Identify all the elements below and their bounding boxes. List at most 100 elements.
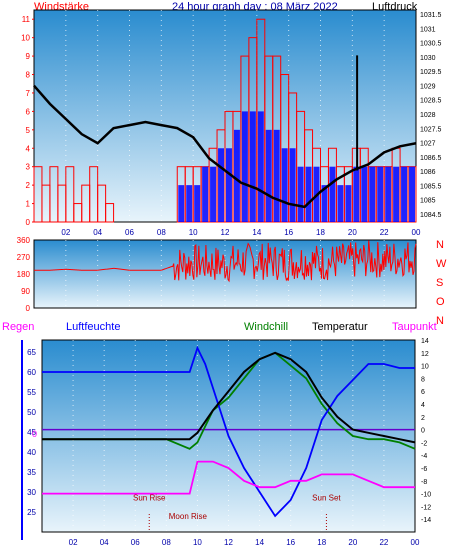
wind-tick-label: 4 — [26, 144, 31, 153]
time-tick-label: 18 — [316, 228, 325, 237]
wind-avg-bar — [273, 129, 280, 222]
wind-tick-label: 5 — [26, 126, 31, 135]
wind-avg-bar — [337, 185, 344, 222]
humidity-tick-label: 45 — [27, 428, 36, 437]
wind-tick-label: 2 — [26, 181, 31, 190]
annotation-label: Moon Rise — [169, 512, 208, 521]
pressure-tick-label: 1085.5 — [420, 183, 442, 190]
temperature-tick-label: 14 — [421, 338, 429, 345]
humidity-tick-label: 30 — [27, 488, 36, 497]
pressure-tick-label: 1084.5 — [420, 212, 442, 219]
legend-luftfeuchte: Luftfeuchte — [66, 321, 120, 333]
compass-label: O — [436, 296, 445, 308]
time-tick-label: 08 — [157, 228, 166, 237]
temperature-tick-label: 12 — [421, 351, 429, 358]
series-line-taupunkt — [42, 460, 415, 495]
pressure-tick-label: 1027.5 — [420, 126, 442, 133]
time-tick-label: 00 — [412, 228, 421, 237]
wind-avg-bar — [226, 148, 232, 222]
wind-tick-label: 1 — [26, 200, 31, 209]
pressure-series-layer — [33, 55, 417, 209]
wind-tick-label: 3 — [26, 163, 31, 172]
time-tick-label: 20 — [348, 228, 357, 237]
wind-avg-bar — [194, 185, 201, 222]
direction-tick-label: 0 — [26, 304, 31, 313]
time-tick-label: 04 — [93, 228, 102, 237]
time-tick-label: 12 — [221, 228, 230, 237]
annotation-label: Sun Set — [312, 494, 341, 503]
pressure-tick-label: 1031.5 — [420, 12, 442, 19]
direction-tick-label: 360 — [17, 236, 31, 245]
wind-avg-bar — [297, 166, 304, 222]
wind-avg-bar — [249, 111, 256, 222]
time-tick-label: 08 — [162, 538, 171, 547]
temperature-tick-label: 0 — [421, 428, 425, 435]
humidity-tick-label: 40 — [27, 448, 36, 457]
wind-avg-bar — [409, 166, 415, 222]
wind-avg-bar — [210, 166, 217, 222]
time-tick-label: 10 — [193, 538, 202, 547]
wind-avg-bar — [257, 111, 264, 222]
pressure-tick-label: 1031 — [420, 26, 436, 33]
pressure-tick-label: 1086 — [420, 169, 436, 176]
time-tick-label: 04 — [100, 538, 109, 547]
temperature-tick-label: 4 — [421, 402, 425, 409]
wind-avg-bar — [377, 166, 384, 222]
wind-avg-bar — [353, 166, 360, 222]
time-tick-label: 20 — [348, 538, 357, 547]
temperature-tick-label: -10 — [421, 492, 431, 499]
time-tick-label: 06 — [125, 228, 134, 237]
time-tick-label: 00 — [411, 538, 420, 547]
humidity-tick-label: 60 — [27, 368, 36, 377]
compass-label: N — [436, 239, 444, 251]
time-tick-label: 02 — [61, 228, 70, 237]
wind-avg-bar — [241, 111, 248, 222]
pressure-line — [33, 84, 417, 209]
wind-tick-label: 8 — [26, 71, 31, 80]
wind-avg-bar — [369, 166, 376, 222]
pressure-tick-label: 1028 — [420, 112, 436, 119]
humidity-tick-label: 25 — [27, 508, 36, 517]
direction-left-ticks: 360 270 180 90 0 — [17, 236, 31, 313]
wind-avg-bar — [281, 148, 288, 222]
temperature-tick-label: -6 — [421, 466, 427, 473]
humidity-left-ticks: 25 30 35 40 45 50 55 60 65 — [27, 348, 36, 517]
time-tick-label: 06 — [131, 538, 140, 547]
series-line-temperatur — [42, 351, 416, 444]
annotation-label: Sun Rise — [133, 494, 166, 503]
wind-tick-label: 6 — [26, 107, 31, 116]
time-tick-label: 16 — [284, 228, 293, 237]
legend-temperatur: Temperatur — [312, 321, 368, 333]
humidity-tick-label: 65 — [27, 348, 36, 357]
wind-tick-label: 9 — [26, 52, 31, 61]
wind-avg-bar — [393, 166, 400, 222]
temperature-tick-label: -2 — [421, 440, 427, 447]
direction-series-layer — [34, 240, 417, 308]
legend-regen: Regen — [2, 321, 34, 333]
pressure-tick-label: 1030.5 — [420, 41, 442, 48]
series-line-luftfeuchte — [42, 345, 415, 518]
wind-tick-label: 10 — [21, 34, 30, 43]
wind-tick-label: 0 — [26, 218, 31, 227]
time-tick-label: 18 — [317, 538, 326, 547]
wind-avg-bar — [186, 185, 193, 222]
wind-avg-bar — [265, 129, 272, 222]
humidity-tick-label: 55 — [27, 388, 36, 397]
time-tick-label: 10 — [189, 228, 198, 237]
direction-tick-label: 270 — [17, 253, 31, 262]
temperature-tick-label: -14 — [421, 517, 431, 524]
direction-tick-label: 180 — [17, 270, 31, 279]
regen-zero-label: 0 — [32, 429, 37, 439]
pressure-tick-label: 1029 — [420, 83, 436, 90]
direction-line — [34, 240, 417, 283]
wind-avg-bar — [202, 166, 209, 222]
wind-avg-bar — [401, 166, 408, 222]
time-tick-label: 02 — [69, 538, 78, 547]
pressure-tick-label: 1086.5 — [420, 155, 442, 162]
legend-taupunkt: Taupunkt — [392, 321, 437, 333]
wind-avg-bar — [233, 129, 240, 222]
time-tick-label: 12 — [224, 538, 233, 547]
compass-label: W — [436, 258, 447, 270]
pressure-tick-label: 1029.5 — [420, 69, 442, 76]
wind-avg-bar — [305, 166, 312, 222]
